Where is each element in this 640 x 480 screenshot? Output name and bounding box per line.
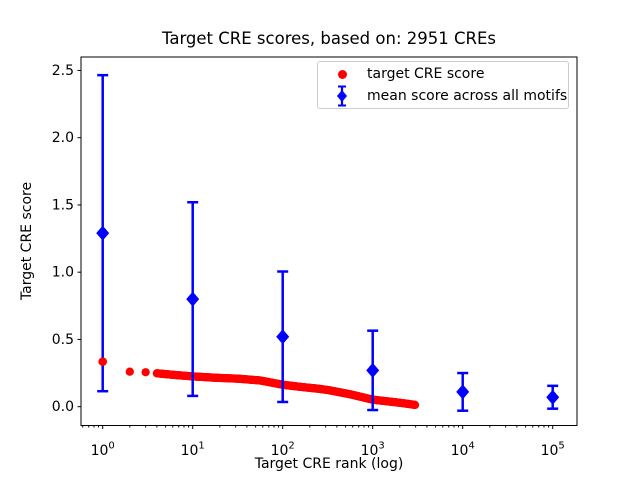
blue-mean-diamond xyxy=(456,384,470,400)
legend-item-target-score: target CRE score xyxy=(329,63,568,85)
blue-mean-diamond xyxy=(96,225,110,241)
y-tick-label: 2.0 xyxy=(52,130,74,146)
red-target-point-rank1 xyxy=(98,357,107,366)
plot-border xyxy=(80,56,578,426)
y-tick-label: 1.0 xyxy=(52,265,74,281)
red-scatter-point xyxy=(125,367,134,376)
legend-label-mean-score: mean score across all motifs xyxy=(367,88,568,104)
legend-item-mean-score: mean score across all motifs xyxy=(329,85,568,107)
y-tick-label: 2.5 xyxy=(52,63,74,79)
y-axis-label: Target CRE score xyxy=(19,181,35,301)
chart-title: Target CRE scores, based on: 2951 CREs xyxy=(161,29,497,48)
legend: target CRE score mean score across all m… xyxy=(317,61,569,109)
blue-mean-diamond xyxy=(546,389,560,405)
blue-errorbar-diamond-marker-icon xyxy=(337,85,347,107)
legend-diamond-part xyxy=(337,90,347,102)
legend-marker-box xyxy=(329,85,355,107)
blue-mean-diamond xyxy=(276,329,290,345)
red-circle-marker-icon xyxy=(337,69,347,79)
y-tick-label: 0.0 xyxy=(52,399,74,415)
legend-label-target-score: target CRE score xyxy=(367,66,485,82)
legend-marker-box xyxy=(329,69,355,79)
red-scatter-point xyxy=(141,368,150,377)
y-tick-label: 1.5 xyxy=(52,197,74,213)
blue-mean-diamond xyxy=(366,362,380,378)
y-tick-label: 0.5 xyxy=(52,332,74,348)
blue-mean-diamond xyxy=(186,291,200,307)
x-axis-label: Target CRE rank (log) xyxy=(254,456,404,472)
red-scatter-point xyxy=(410,400,420,410)
